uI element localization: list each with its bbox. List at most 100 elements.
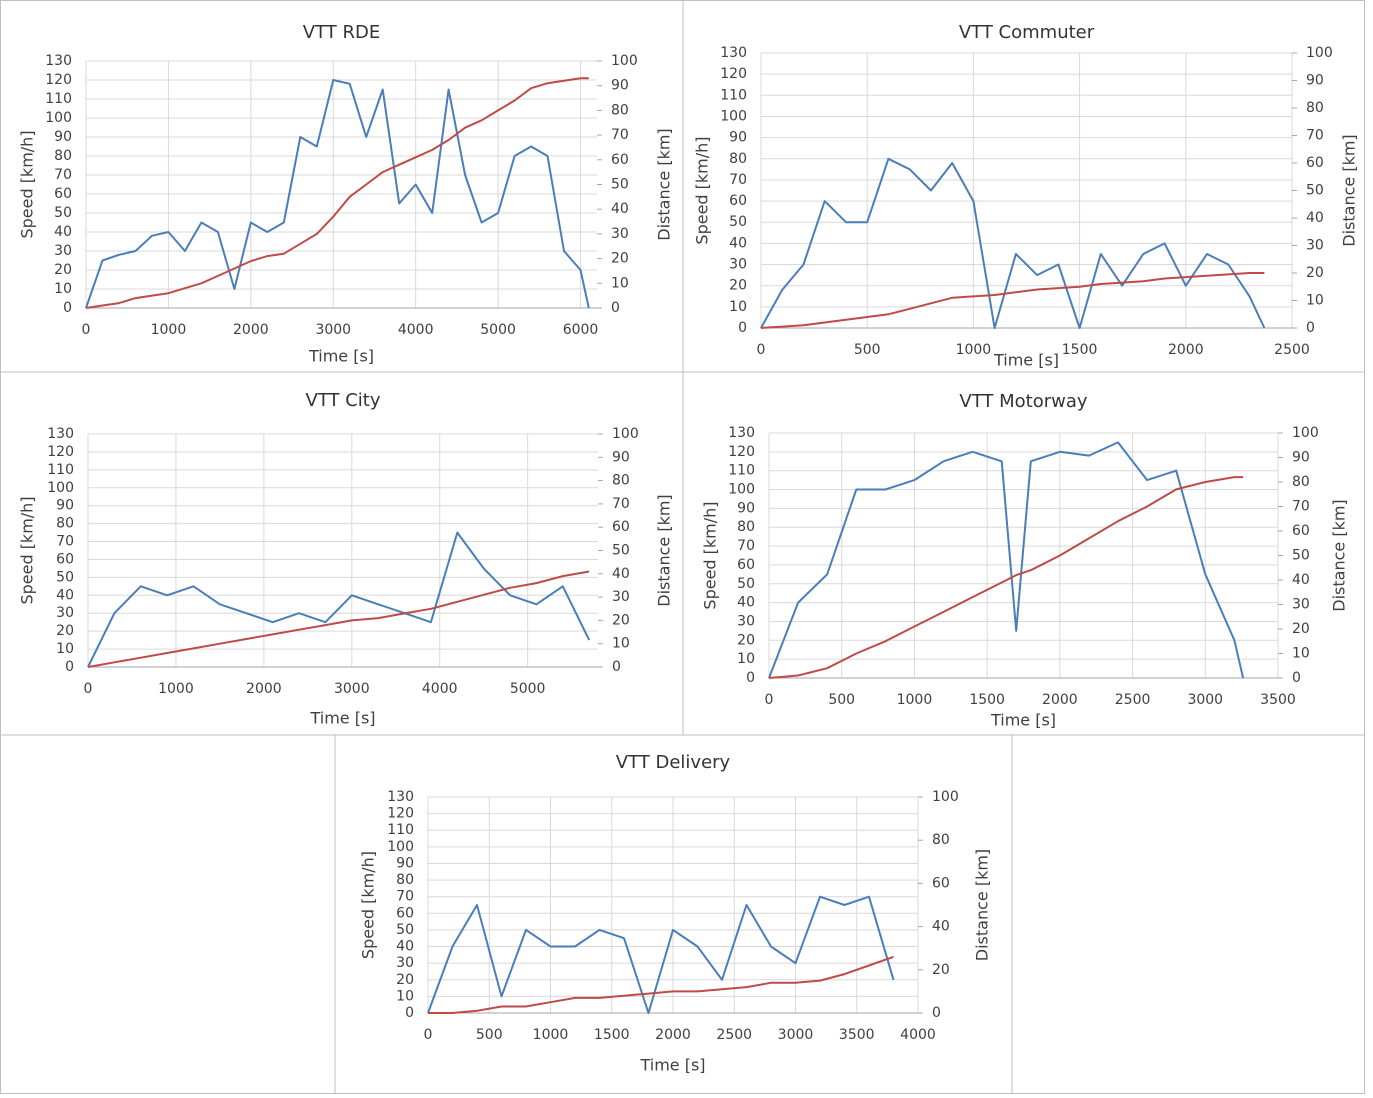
y-tick-label: 120 (728, 444, 755, 460)
x-tick-label: 3000 (1187, 692, 1223, 708)
y-tick-label: 110 (387, 822, 414, 838)
y-tick-label: 60 (56, 551, 74, 567)
x-tick-label: 1000 (956, 342, 992, 358)
y2-tick-label: 20 (1292, 621, 1310, 637)
y2-tick-label: 60 (932, 875, 950, 891)
y-axis-label: Speed [km/h] (18, 496, 37, 604)
y-tick-label: 0 (746, 670, 755, 686)
y2-tick-label: 10 (612, 636, 630, 652)
y2-tick-label: 100 (932, 789, 959, 805)
y2-axis-label: Distance [km] (1330, 499, 1349, 611)
y-tick-label: 0 (738, 320, 747, 336)
x-tick-label: 6000 (563, 322, 599, 338)
x-tick-label: 2000 (233, 322, 269, 338)
chart-title: VTT Commuter (959, 22, 1095, 43)
series-line (85, 77, 589, 309)
y-tick-label: 30 (737, 613, 755, 629)
y-tick-label: 120 (45, 72, 72, 88)
y-tick-label: 80 (737, 519, 755, 535)
x-tick-label: 1000 (533, 1027, 569, 1043)
y-tick-label: 0 (405, 1005, 414, 1021)
x-tick-label: 3500 (1260, 692, 1296, 708)
y-tick-label: 130 (47, 426, 74, 442)
y2-tick-label: 40 (1292, 572, 1310, 588)
y2-tick-label: 50 (1306, 183, 1324, 199)
y-tick-label: 90 (737, 500, 755, 516)
series-line (428, 955, 894, 1014)
x-tick-label: 2000 (246, 681, 282, 697)
y-tick-label: 60 (729, 193, 747, 209)
y-tick-label: 130 (45, 53, 72, 69)
x-tick-label: 0 (757, 342, 766, 358)
y-tick-label: 40 (396, 939, 414, 955)
y-tick-label: 60 (54, 186, 72, 202)
y-tick-label: 90 (396, 855, 414, 871)
y-tick-label: 60 (396, 905, 414, 921)
y2-tick-label: 0 (1292, 670, 1301, 686)
x-tick-label: 3000 (315, 322, 351, 338)
x-tick-label: 1000 (151, 322, 187, 338)
y-tick-label: 120 (47, 444, 74, 460)
y-tick-label: 30 (54, 243, 72, 259)
y2-tick-label: 80 (611, 102, 629, 118)
y-tick-label: 130 (387, 789, 414, 805)
x-tick-label: 500 (828, 692, 855, 708)
y2-tick-label: 40 (611, 201, 629, 217)
y-tick-label: 10 (737, 651, 755, 667)
x-tick-label: 1500 (594, 1027, 630, 1043)
y2-tick-label: 80 (932, 832, 950, 848)
x-tick-label: 1000 (158, 681, 194, 697)
y-tick-label: 30 (729, 257, 747, 273)
y2-tick-label: 0 (1306, 320, 1315, 336)
x-tick-label: 2500 (1274, 342, 1310, 358)
y-tick-label: 100 (728, 482, 755, 498)
x-tick-label: 0 (84, 681, 93, 697)
y-tick-label: 110 (47, 462, 74, 478)
y-tick-label: 110 (720, 87, 747, 103)
x-axis-label: Time [s] (309, 709, 375, 728)
y-tick-label: 0 (65, 659, 74, 675)
y-tick-label: 100 (45, 110, 72, 126)
y-tick-label: 80 (56, 516, 74, 532)
x-tick-label: 0 (765, 692, 774, 708)
series-line (87, 531, 591, 668)
y2-tick-label: 70 (1306, 128, 1324, 144)
y2-tick-label: 60 (612, 519, 630, 535)
y2-tick-label: 20 (932, 962, 950, 978)
series-line (768, 441, 1245, 679)
x-axis-label: Time [s] (639, 1056, 705, 1075)
y-tick-label: 100 (720, 108, 747, 124)
y2-tick-label: 100 (612, 426, 639, 442)
y-tick-label: 50 (729, 214, 747, 230)
series-line (427, 895, 895, 1014)
y2-tick-label: 90 (611, 78, 629, 94)
y-tick-label: 110 (45, 91, 72, 107)
series-line (760, 272, 1265, 329)
y2-tick-label: 40 (1306, 210, 1324, 226)
y-tick-label: 130 (728, 425, 755, 441)
y2-tick-label: 100 (1292, 425, 1319, 441)
x-tick-label: 3000 (778, 1027, 814, 1043)
y2-tick-label: 80 (1292, 474, 1310, 490)
y-tick-label: 30 (56, 605, 74, 621)
y-tick-label: 50 (56, 569, 74, 585)
y-axis-label: Speed [km/h] (693, 136, 712, 244)
y-tick-label: 80 (54, 148, 72, 164)
y2-tick-label: 50 (612, 543, 630, 559)
series-line (87, 570, 590, 668)
x-tick-label: 2000 (1168, 342, 1204, 358)
x-tick-label: 1500 (969, 692, 1005, 708)
y2-tick-label: 30 (1306, 238, 1324, 254)
y-tick-label: 80 (729, 151, 747, 167)
series-line (760, 157, 1266, 329)
y2-tick-label: 100 (1306, 45, 1333, 61)
y2-axis-label: Distance [km] (1340, 134, 1359, 246)
chart-title: VTT RDE (303, 22, 380, 43)
y-axis-label: Speed [km/h] (18, 130, 37, 238)
y-tick-label: 10 (56, 641, 74, 657)
x-tick-label: 4000 (398, 322, 434, 338)
y2-tick-label: 70 (1292, 499, 1310, 515)
y-tick-label: 120 (720, 66, 747, 82)
y-axis-label: Speed [km/h] (701, 501, 720, 609)
